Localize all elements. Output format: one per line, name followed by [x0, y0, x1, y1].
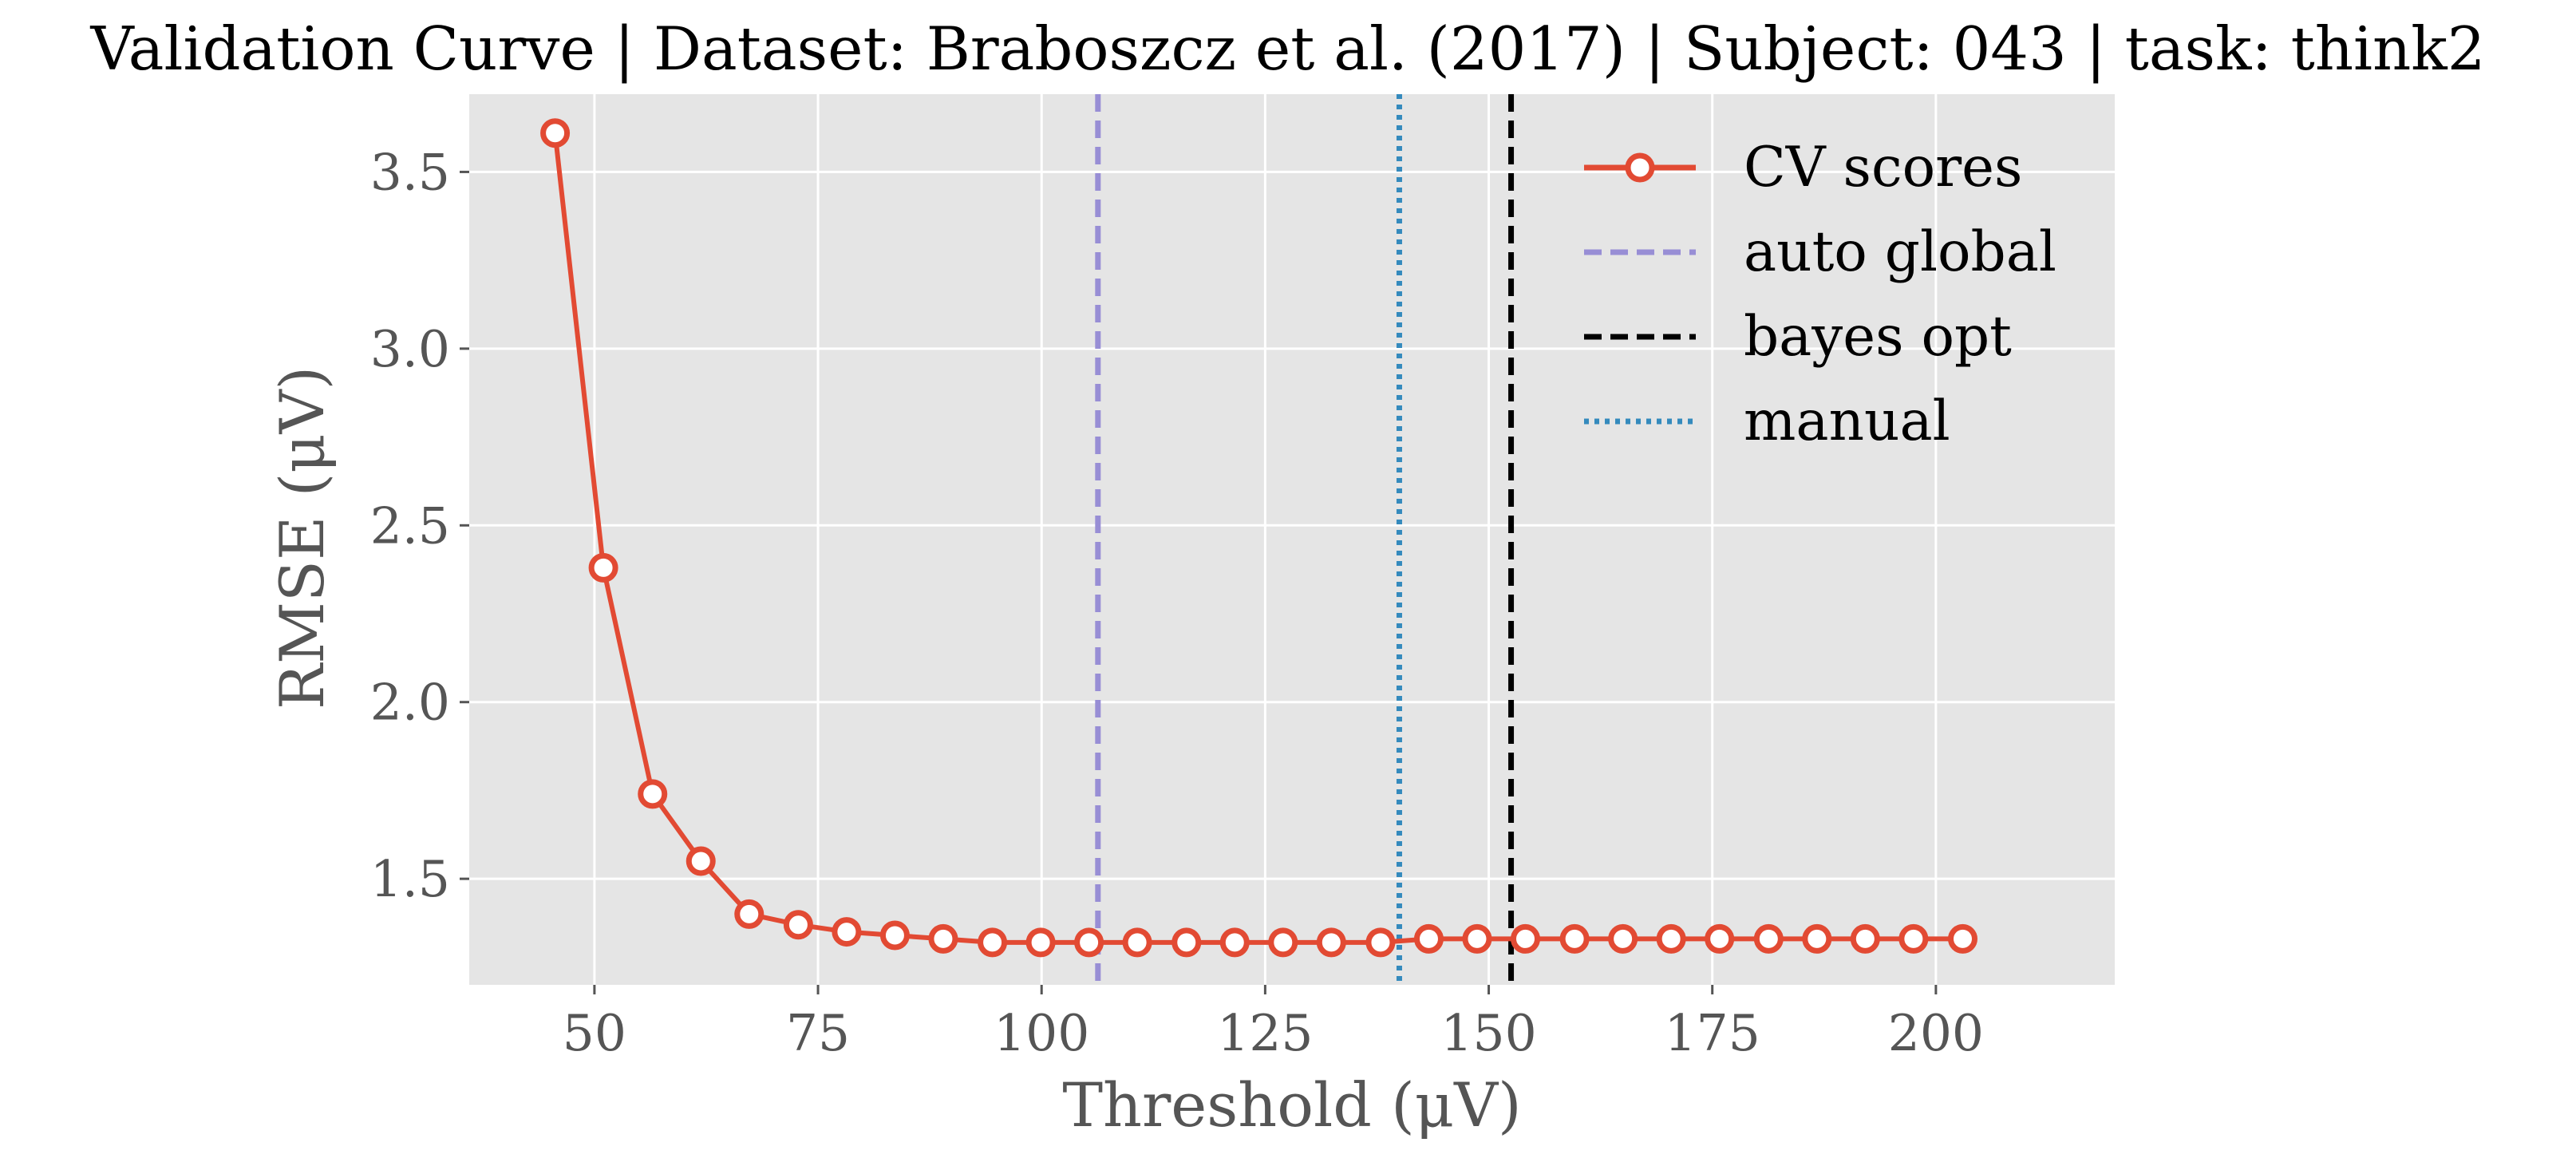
data-point [1413, 923, 1444, 954]
legend-label: CV scores [1744, 136, 2022, 200]
data-point [1025, 927, 1056, 958]
data-point [1802, 923, 1832, 954]
data-point [1122, 927, 1152, 958]
data-point [540, 118, 571, 148]
data-point [685, 846, 716, 876]
data-point [783, 910, 813, 940]
x-axis-label: Threshold (μV) [1062, 1069, 1521, 1140]
plot-area [469, 94, 2115, 985]
x-tick-label: 175 [1665, 1004, 1760, 1062]
x-tick-label: 50 [563, 1004, 626, 1062]
x-tick-label: 125 [1217, 1004, 1313, 1062]
data-point [734, 899, 765, 929]
data-point [1898, 923, 1929, 954]
data-point [1656, 923, 1686, 954]
y-tick-label: 2.5 [370, 496, 450, 555]
x-axis-ticks: 50 75 100 125 150 175 200 [563, 985, 1984, 1062]
data-point [1510, 923, 1540, 954]
data-point [1219, 927, 1250, 958]
x-tick-label: 75 [786, 1004, 850, 1062]
x-tick-label: 200 [1888, 1004, 1984, 1062]
data-point [1074, 927, 1104, 958]
data-point [1171, 927, 1202, 958]
data-point [1316, 927, 1346, 958]
data-point [1947, 923, 1977, 954]
x-tick-label: 150 [1440, 1004, 1536, 1062]
data-point [1753, 923, 1784, 954]
y-axis-ticks: 1.5 2.0 2.5 3.0 3.5 [370, 143, 469, 908]
data-point [638, 779, 668, 809]
legend: CV scores auto global bayes opt manual [1584, 136, 2056, 453]
legend-label: auto global [1744, 220, 2056, 284]
data-point [1462, 923, 1492, 954]
data-point [832, 917, 862, 947]
data-point [928, 923, 958, 954]
legend-label: manual [1744, 389, 1950, 453]
y-tick-label: 2.0 [370, 674, 450, 732]
legend-marker [1625, 152, 1655, 183]
data-point [1608, 923, 1638, 954]
reference-lines [1095, 94, 1515, 985]
x-tick-label: 100 [994, 1004, 1089, 1062]
data-point [1705, 923, 1735, 954]
grid-lines [469, 94, 2115, 985]
data-point [978, 927, 1008, 958]
data-point [1850, 923, 1880, 954]
y-tick-label: 1.5 [370, 850, 450, 908]
chart-title: Validation Curve | Dataset: Braboszcz et… [90, 14, 2486, 84]
data-point [1268, 927, 1298, 958]
legend-label: bayes opt [1744, 305, 2012, 369]
y-tick-label: 3.5 [370, 143, 450, 201]
series-layer [540, 118, 1977, 958]
data-point [1365, 927, 1396, 958]
data-point [879, 920, 910, 951]
y-axis-label: RMSE (μV) [267, 366, 338, 709]
y-tick-label: 3.0 [370, 320, 450, 378]
data-point [588, 552, 618, 583]
data-point [1559, 923, 1590, 954]
